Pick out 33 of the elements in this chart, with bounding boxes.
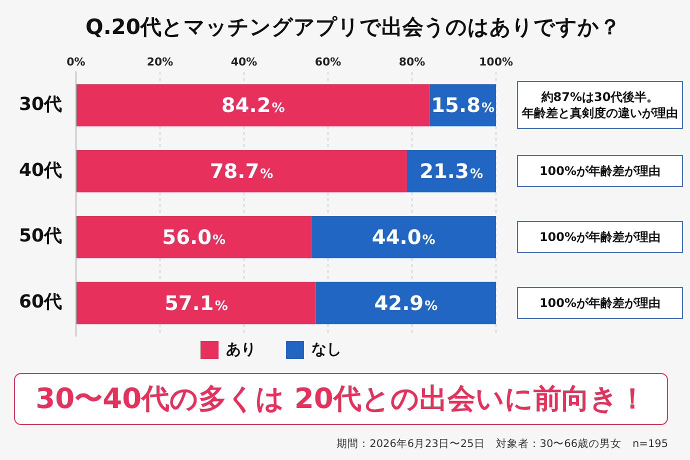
data-label: 21.3% [420,159,483,184]
callout-box: 約87%は30代後半。年齢差と真剣度の違いが理由 [517,81,683,130]
headline-box: 30〜40代の多くは 20代との出会いに前向き！ [14,373,668,425]
text: 期間：2026年6月23日〜25日 対象者：30〜66歳の男女 n=195 [336,437,668,451]
y-tick-label: 30代 [18,94,62,115]
y-tick-label: 60代 [18,292,62,313]
x-tick-label: 40% [230,55,258,68]
bar [311,216,496,258]
callout-box: 100%が年齢差が理由 [517,221,683,254]
data-label: 78.7% [210,159,274,184]
bar [76,282,316,324]
data-label: 44.0% [372,225,436,250]
x-tick-label: 60% [314,55,342,68]
x-tick-label: 0% [66,55,86,68]
data-label: 42.9% [374,291,438,316]
data-label: 57.1% [164,291,228,316]
x-tick-label: 80% [398,55,426,68]
chart-title: Q.20代とマッチングアプリで出会うのはありですか？ [84,14,622,41]
bar [76,216,312,258]
callout-box: 100%が年齢差が理由 [517,287,683,320]
legend-label: あり [226,340,256,358]
data-label: 15.8% [431,93,495,118]
x-tick-label: 20% [146,55,174,68]
bar [76,150,407,192]
y-tick-label: 40代 [18,160,62,181]
y-tick-label: 50代 [18,226,62,247]
x-tick-label: 100% [479,55,513,68]
data-label: 56.0% [162,225,226,250]
bar [76,84,430,126]
legend-label: なし [312,340,342,358]
data-label: 84.2% [221,93,285,118]
bar [316,282,496,324]
callout-box: 100%が年齢差が理由 [517,155,683,188]
